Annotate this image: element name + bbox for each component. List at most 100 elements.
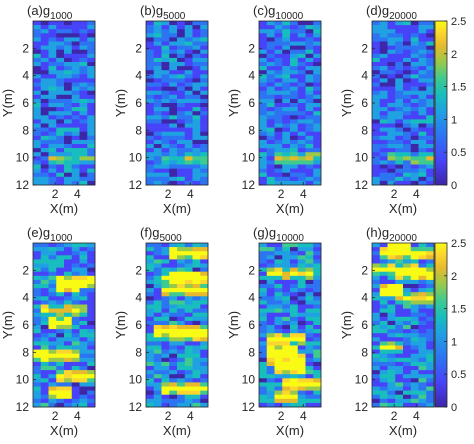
heatmap-cell	[372, 29, 381, 34]
heatmap-cell	[161, 361, 170, 367]
heatmap-cell	[40, 312, 49, 318]
heatmap-cell	[305, 41, 314, 46]
heatmap-cell	[184, 300, 193, 305]
heatmap-cell	[56, 243, 65, 248]
heatmap-cell	[372, 329, 381, 334]
heatmap-cell	[410, 284, 419, 289]
heatmap-cell	[184, 25, 193, 30]
heatmap-cell	[71, 90, 80, 96]
heatmap-cell	[56, 139, 65, 145]
heatmap-cell	[177, 329, 186, 334]
heatmap-cell	[71, 70, 80, 75]
heatmap-cell	[192, 292, 201, 297]
heatmap-cell	[184, 21, 193, 26]
heatmap-cell	[64, 366, 73, 371]
heatmap-cell	[426, 366, 435, 371]
colorbar-tick-label: 0	[451, 180, 457, 192]
heatmap-cell	[372, 263, 381, 268]
heatmap-cell	[305, 374, 314, 379]
heatmap-cell	[372, 402, 381, 408]
heatmap-cell	[192, 74, 201, 79]
heatmap-cell	[305, 62, 314, 67]
heatmap-cell	[40, 271, 49, 277]
heatmap-cell	[169, 37, 178, 42]
heatmap-cell	[372, 304, 381, 309]
heatmap-cell	[410, 70, 419, 75]
heatmap-cell	[305, 98, 314, 104]
heatmap-cell	[200, 296, 209, 301]
heatmap-cell	[153, 304, 162, 309]
heatmap-cell	[410, 271, 419, 277]
heatmap-cell	[153, 49, 162, 55]
heatmap-cell	[40, 62, 49, 67]
heatmap-cell	[282, 398, 291, 404]
heatmap-cell	[297, 41, 306, 46]
heatmap-cell	[87, 333, 96, 338]
heatmap-cell	[426, 111, 435, 116]
heatmap-cell	[161, 337, 170, 342]
heatmap-cell	[305, 361, 314, 367]
heatmap-cell	[184, 312, 193, 318]
heatmap-cell	[146, 329, 155, 334]
heatmap-cell	[395, 37, 404, 42]
heatmap-cell	[259, 53, 268, 59]
heatmap-cell	[200, 361, 209, 367]
heatmap-cell	[169, 284, 178, 289]
colorbar-tick-label: 1	[451, 114, 457, 126]
heatmap-cell	[387, 370, 396, 375]
heatmap-cell	[79, 271, 88, 277]
heatmap-cell	[200, 337, 209, 342]
heatmap-cell	[71, 271, 80, 277]
heatmap-cell	[274, 37, 283, 42]
heatmap-cell	[146, 176, 155, 182]
heatmap-cell	[192, 308, 201, 313]
heatmap-cell	[177, 66, 186, 71]
heatmap-cell	[379, 374, 388, 379]
heatmap-cell	[169, 325, 178, 330]
y-tick-label: 12	[355, 400, 369, 414]
heatmap-cell	[200, 267, 209, 272]
heatmap-cell	[297, 103, 306, 108]
heatmap-cell	[266, 345, 275, 350]
heatmap-cell	[266, 49, 275, 55]
heatmap-cell	[274, 390, 283, 395]
heatmap-cell	[79, 62, 88, 67]
heatmap-cell	[71, 243, 80, 248]
heatmap-cell	[153, 390, 162, 395]
heatmap-cell	[40, 288, 49, 293]
heatmap-cell	[313, 263, 322, 268]
heatmap-cell	[410, 349, 419, 354]
heatmap-cell	[387, 382, 396, 387]
heatmap-cell	[297, 366, 306, 371]
heatmap-cell	[192, 176, 201, 182]
heatmap-cell	[79, 180, 88, 186]
heatmap-cell	[395, 390, 404, 395]
heatmap-cell	[56, 402, 65, 408]
heatmap-cell	[153, 160, 162, 165]
heatmap-cell	[379, 247, 388, 252]
heatmap-cell	[161, 98, 170, 104]
heatmap-cell	[177, 394, 186, 400]
heatmap-cell	[192, 62, 201, 67]
heatmap-cell	[372, 94, 381, 100]
heatmap-cell	[192, 152, 201, 157]
heatmap-cell	[403, 131, 412, 137]
heatmap-cell	[313, 292, 322, 297]
heatmap-cell	[379, 357, 388, 363]
heatmap-cell	[192, 123, 201, 128]
heatmap-cell	[40, 49, 49, 55]
heatmap-cell	[395, 263, 404, 268]
heatmap-cell	[313, 402, 322, 408]
heatmap-cell	[33, 29, 42, 34]
heatmap-cell	[184, 316, 193, 322]
heatmap-cell	[87, 176, 96, 182]
heatmap-cell	[379, 300, 388, 305]
heatmap-cell	[395, 386, 404, 391]
heatmap-cell	[297, 49, 306, 55]
heatmap-cell	[146, 243, 155, 248]
heatmap-cell	[379, 107, 388, 112]
heatmap-cell	[395, 304, 404, 309]
y-tick-label: 4	[248, 291, 255, 305]
